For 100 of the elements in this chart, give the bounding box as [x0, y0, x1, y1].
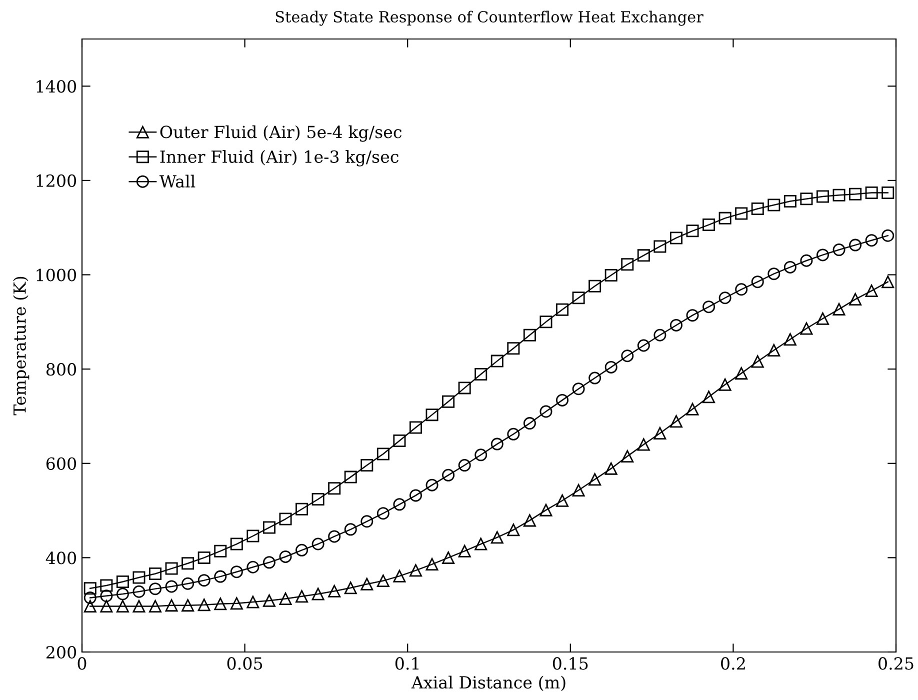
point — [182, 557, 194, 570]
point — [588, 372, 602, 384]
y-tick-label: 1200 — [36, 174, 76, 188]
point — [556, 494, 569, 507]
point — [182, 577, 194, 590]
point — [604, 462, 618, 475]
y-tick-label: 1400 — [36, 80, 76, 93]
point — [100, 590, 113, 602]
point — [474, 368, 488, 381]
point — [296, 544, 308, 556]
point — [784, 194, 796, 208]
point — [328, 482, 341, 495]
point — [882, 186, 894, 199]
point — [393, 434, 406, 447]
point — [198, 551, 210, 564]
legend-label: Outer Fluid (Air) 5e-4 kg/sec — [160, 125, 402, 142]
point — [296, 502, 308, 516]
point — [540, 316, 552, 328]
point — [328, 530, 341, 543]
y-tick-label: 800 — [46, 363, 76, 376]
point — [588, 280, 602, 292]
point — [279, 592, 292, 605]
point — [604, 360, 618, 374]
point — [116, 600, 129, 613]
point — [604, 268, 618, 282]
point — [572, 382, 585, 396]
point — [474, 448, 488, 462]
point — [442, 551, 455, 564]
point — [637, 339, 650, 352]
point — [784, 333, 796, 346]
chart-title: Steady State Response of Counterflow Heat Exchanger — [276, 10, 704, 26]
point — [149, 600, 162, 613]
point — [621, 450, 634, 463]
point — [198, 574, 210, 587]
x-tick-label: 0.05 — [227, 657, 262, 670]
point — [702, 300, 716, 314]
point — [832, 188, 846, 202]
point — [865, 284, 878, 298]
point — [751, 355, 764, 368]
point — [116, 575, 129, 588]
point — [230, 566, 243, 578]
point — [670, 232, 682, 244]
point — [816, 312, 829, 325]
point — [816, 248, 829, 262]
point — [784, 260, 796, 274]
point — [735, 367, 748, 380]
y-tick-label: 400 — [46, 552, 76, 564]
point — [490, 438, 504, 450]
point — [296, 590, 308, 603]
point — [882, 229, 894, 242]
point — [376, 574, 390, 588]
point — [246, 560, 260, 574]
point — [702, 218, 716, 232]
point — [279, 512, 292, 526]
point — [849, 238, 862, 252]
point — [735, 207, 748, 220]
point — [409, 421, 422, 434]
point — [670, 318, 682, 332]
point — [490, 531, 504, 544]
point — [686, 402, 699, 416]
point — [426, 408, 438, 422]
point — [246, 596, 260, 608]
point — [360, 578, 374, 590]
point — [84, 600, 96, 613]
point — [849, 293, 862, 306]
point — [768, 198, 780, 212]
point — [882, 276, 894, 288]
point — [279, 550, 292, 563]
point — [393, 570, 406, 582]
point — [132, 585, 146, 598]
point — [100, 600, 113, 613]
point — [182, 599, 194, 612]
point — [507, 342, 520, 355]
point — [572, 292, 585, 304]
point — [800, 192, 813, 206]
point — [654, 426, 666, 440]
point — [800, 254, 813, 267]
point — [654, 240, 666, 253]
x-tick-label: 0.1 — [395, 657, 418, 670]
point — [670, 415, 682, 428]
point — [654, 328, 666, 342]
point — [409, 489, 422, 502]
point — [556, 303, 569, 316]
point — [262, 521, 276, 534]
point — [540, 504, 552, 516]
point — [458, 459, 471, 472]
point — [442, 395, 455, 408]
point — [442, 468, 455, 482]
y-tick-label: 200 — [46, 646, 76, 659]
point — [230, 597, 243, 610]
point — [214, 570, 227, 583]
point — [735, 283, 748, 296]
point — [832, 302, 846, 316]
point — [214, 544, 227, 558]
point — [800, 322, 813, 335]
point — [344, 523, 357, 536]
point — [214, 598, 227, 610]
point — [344, 582, 357, 594]
point — [686, 309, 699, 322]
point — [312, 588, 324, 600]
